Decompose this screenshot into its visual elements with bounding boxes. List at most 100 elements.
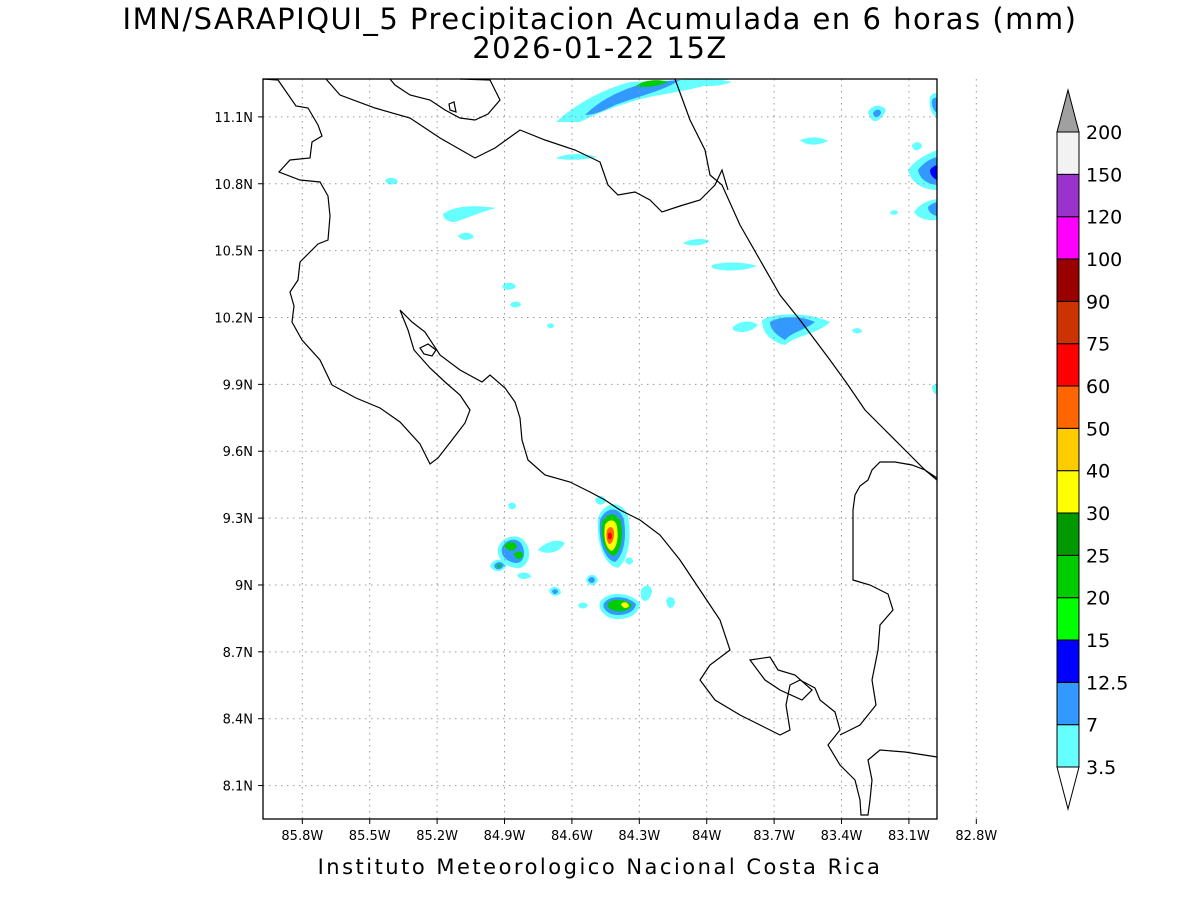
colorbar-label: 25 [1086,545,1110,567]
colorbar-label: 100 [1086,249,1122,271]
colorbar-label: 40 [1086,461,1110,483]
lat-tick-label: 10.2N [214,311,253,326]
rain-area [585,80,680,115]
rain-area [930,165,937,180]
colorbar-box [1056,724,1080,768]
colorbar-box [1056,300,1080,345]
lat-tick-label: 9N [235,579,253,594]
colorbar-box [1056,639,1080,683]
colorbar-label: 200 [1086,122,1122,144]
rain-area [538,540,565,553]
lat-tick-label: 9.6N [223,445,253,460]
rain-area [683,238,710,246]
colorbar-box [1056,131,1080,175]
colorbar-box [1056,554,1080,599]
rain-area [443,206,496,222]
lat-tick-label: 10.8N [214,178,253,193]
rain-area [733,321,758,333]
colorbar-box [1056,173,1080,218]
lon-tick-label: 84W [692,829,722,844]
coastlines [262,78,938,816]
lat-tick-label: 8.1N [223,780,253,795]
lon-tick-label: 84.6W [551,829,593,844]
colorbar-label: 50 [1086,418,1110,440]
rain-area [578,602,588,609]
coastline-island [448,101,457,113]
rain-area [552,589,558,595]
rain-area [932,384,937,395]
coastline-northern-border [325,78,729,213]
rain-area [504,542,517,551]
rain-area [918,157,937,185]
colorbar-label: 75 [1086,334,1110,356]
lon-tick-label: 84.9W [484,829,526,844]
lon-tick-label: 83.1W [888,829,930,844]
colorbar-box [1056,681,1080,726]
precipitation-shading [385,79,937,620]
colorbar-box [1056,597,1080,641]
colorbar-label: 120 [1086,207,1122,229]
rain-area [625,557,633,565]
rain-area [497,564,501,568]
colorbar-label: 12.5 [1086,672,1128,694]
colorbar-box [1056,216,1080,260]
rain-area [770,317,815,340]
rain-area [890,210,898,215]
colorbar-label: 150 [1086,164,1122,186]
lon-tick-label: 84.3W [618,829,660,844]
rain-area [621,602,629,609]
lon-tick-label: 82.8W [955,829,997,844]
rain-area [636,80,668,87]
colorbar-label: 60 [1086,376,1110,398]
colorbar-box [1056,258,1080,302]
colorbar-box [1056,427,1080,472]
colorbar: 3.5 7 12.5 15 20 25 30 40 50 60 75 90 100 120 150 200 [1056,88,1128,811]
rain-area [508,502,516,510]
lat-lon-grid [263,79,977,819]
colorbar-upper-arrow [1056,88,1080,133]
rain-area [666,597,675,608]
lon-tick-label: 85.5W [349,829,391,844]
colorbar-label: 7 [1086,715,1098,737]
colorbar-box [1056,470,1080,514]
rain-area [608,532,612,540]
rain-area [502,282,516,290]
lat-tick-label: 9.3N [223,512,253,527]
map-title: IMN/SARAPIQUI_5 Precipitacion Acumulada … [122,2,1078,36]
rain-area [514,551,523,559]
rain-area [641,585,652,601]
lon-tick-label: 85.8W [281,829,323,844]
rain-area [458,232,474,240]
lon-tick-label: 83.4W [821,829,863,844]
footer-credit: Instituto Meteorologico Nacional Costa R… [317,855,883,879]
lat-tick-label: 8.4N [223,713,253,728]
lat-tick-label: 10.5N [214,245,253,260]
map-valid-time: 2026-01-22 15Z [472,31,728,65]
rain-area [914,199,937,221]
rain-area [928,202,937,216]
rain-area [852,328,862,334]
coastline-nicoya-inner [748,656,813,701]
rain-area [385,177,398,185]
colorbar-lower-arrow [1056,766,1080,811]
rain-area [712,262,757,271]
rain-area [547,323,554,329]
coastline-pacific [262,78,938,816]
rain-area [700,80,732,86]
lon-tick-label: 83.7W [753,829,795,844]
rain-area [931,97,937,113]
rain-area [912,142,922,151]
lat-tick-label: 8.7N [223,646,253,661]
colorbar-label: 15 [1086,630,1110,652]
rain-area [595,495,606,505]
coastline-panama-border [839,461,938,736]
lat-tick-label: 9.9N [223,378,253,393]
coastline-lake-nicaragua [389,78,501,121]
lon-tick-label: 85.2W [416,829,458,844]
axis-ticks: 85.8W 85.5W 85.2W 84.9W 84.6W 84.3W 84W 83.7W 83… [214,111,997,844]
rain-area [517,572,531,580]
rain-area [800,137,828,145]
colorbar-box [1056,385,1080,429]
colorbar-label: 90 [1086,291,1110,313]
